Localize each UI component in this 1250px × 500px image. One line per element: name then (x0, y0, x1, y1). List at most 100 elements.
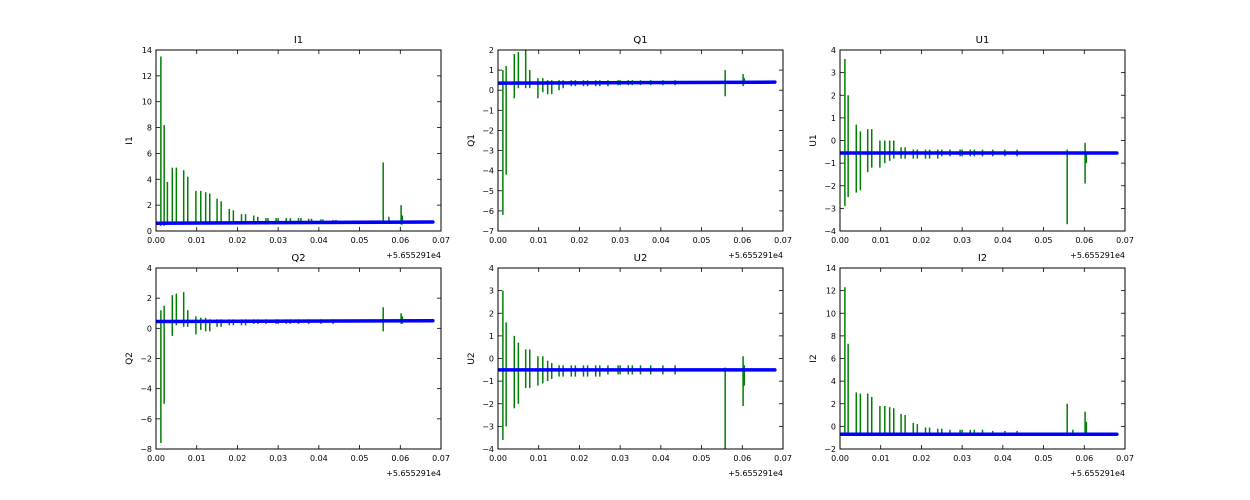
y-tick-label: −2 (140, 355, 152, 364)
y-tick-label: −3 (824, 204, 836, 213)
subplot-q2: 0.00 0.01 0.02 0.03 0.04 0.05 0.06 0.07 −8 −6 −4 −2… (125, 253, 450, 478)
x-offset-label: +5.655291e4 (386, 251, 441, 260)
y-tick-label: 2 (489, 309, 494, 318)
plot-area (840, 50, 1125, 231)
y-tick-label: 4 (147, 264, 152, 273)
y-tick-label: −4 (140, 385, 152, 394)
y-axis-label: I2 (809, 354, 819, 362)
panel-title: U1 (976, 35, 990, 46)
x-tick-label: 0.05 (693, 236, 711, 245)
x-tick-label: 0.06 (1075, 236, 1093, 245)
y-tick-label: −8 (140, 445, 152, 454)
x-tick-label: 0.04 (994, 454, 1012, 463)
y-axis-label: U2 (467, 352, 477, 364)
data-layer (498, 50, 777, 215)
y-tick-label: 0 (831, 422, 836, 431)
y-tick-label: 12 (826, 287, 836, 296)
x-tick-label: 0.00 (489, 236, 507, 245)
panel-title: I1 (294, 35, 303, 46)
y-tick-label: 4 (147, 175, 152, 184)
y-tick-label: −6 (482, 207, 494, 216)
x-tick-label: 0.00 (831, 236, 849, 245)
y-tick-label: −5 (482, 187, 494, 196)
x-offset-label: +5.655291e4 (1070, 469, 1125, 478)
y-tick-label: 1 (831, 114, 836, 123)
panel-title: Q2 (291, 253, 305, 264)
x-tick-label: 0.04 (310, 454, 328, 463)
y-tick-label: 4 (831, 46, 836, 55)
data-layer (840, 59, 1119, 225)
y-tick-label: 8 (147, 124, 152, 133)
x-tick-label: 0.05 (1035, 454, 1053, 463)
x-tick-label: 0.00 (831, 454, 849, 463)
y-tick-label: 14 (826, 264, 836, 273)
y-axis-label: I1 (125, 136, 135, 144)
data-series (156, 220, 435, 225)
y-tick-label: 1 (489, 332, 494, 341)
subplot-i1: 0.00 0.01 0.02 0.03 0.04 0.05 0.06 0.07 0 2 4 6 8 10 1… (125, 35, 450, 260)
y-tick-label: −1 (482, 377, 494, 386)
x-tick-label: 0.06 (391, 236, 409, 245)
y-tick-label: 4 (831, 377, 836, 386)
y-axis-label: Q1 (467, 134, 477, 147)
x-tick-label: 0.01 (872, 454, 890, 463)
plot-area (498, 50, 783, 231)
y-tick-label: −4 (824, 227, 836, 236)
y-tick-label: −2 (482, 400, 494, 409)
x-tick-label: 0.04 (310, 236, 328, 245)
x-tick-label: 0.07 (774, 454, 792, 463)
x-offset-label: +5.655291e4 (728, 469, 783, 478)
x-tick-label: 0.01 (188, 454, 206, 463)
x-tick-label: 0.02 (571, 236, 589, 245)
x-tick-label: 0.03 (269, 236, 287, 245)
x-tick-label: 0.02 (913, 454, 931, 463)
x-tick-label: 0.06 (1075, 454, 1093, 463)
x-tick-label: 0.06 (733, 454, 751, 463)
y-tick-label: −3 (482, 422, 494, 431)
plot-area (498, 268, 783, 449)
y-tick-label: −7 (482, 227, 494, 236)
y-tick-label: 2 (489, 46, 494, 55)
x-tick-label: 0.02 (229, 454, 247, 463)
data-layer (156, 56, 435, 226)
y-tick-label: 0 (147, 227, 152, 236)
x-tick-label: 0.01 (188, 236, 206, 245)
x-tick-label: 0.03 (611, 454, 629, 463)
x-tick-label: 0.00 (147, 236, 165, 245)
x-tick-label: 0.05 (1035, 236, 1053, 245)
y-tick-label: 4 (489, 264, 494, 273)
y-tick-label: 6 (147, 149, 152, 158)
x-tick-label: 0.07 (432, 454, 450, 463)
plot-area (840, 268, 1125, 449)
x-offset-label: +5.655291e4 (1070, 251, 1125, 260)
subplot-q1: 0.00 0.01 0.02 0.03 0.04 0.05 0.06 0.07 −7 −6 −5 −4… (467, 35, 792, 260)
axes-frame (155, 49, 442, 232)
x-tick-label: 0.00 (489, 454, 507, 463)
y-tick-label: 8 (831, 332, 836, 341)
y-tick-label: 10 (142, 98, 152, 107)
x-tick-label: 0.00 (147, 454, 165, 463)
x-tick-label: 0.06 (733, 236, 751, 245)
x-tick-label: 0.04 (994, 236, 1012, 245)
x-tick-label: 0.06 (391, 454, 409, 463)
x-tick-label: 0.01 (530, 454, 548, 463)
y-tick-label: 0 (489, 355, 494, 364)
x-tick-label: 0.07 (1116, 454, 1134, 463)
data-layer (156, 292, 435, 443)
y-tick-label: 0 (489, 86, 494, 95)
x-tick-label: 0.05 (351, 454, 369, 463)
y-axis-label: Q2 (125, 352, 135, 365)
y-tick-label: 3 (489, 287, 494, 296)
y-tick-label: −1 (824, 159, 836, 168)
y-axis-label: U1 (809, 134, 819, 146)
x-tick-label: 0.02 (571, 454, 589, 463)
x-tick-label: 0.05 (351, 236, 369, 245)
y-tick-label: 0 (147, 324, 152, 333)
y-tick-label: −4 (482, 445, 494, 454)
x-tick-label: 0.01 (872, 236, 890, 245)
x-tick-label: 0.03 (269, 454, 287, 463)
x-tick-label: 0.03 (611, 236, 629, 245)
y-tick-label: 2 (147, 294, 152, 303)
x-tick-label: 0.04 (652, 236, 670, 245)
